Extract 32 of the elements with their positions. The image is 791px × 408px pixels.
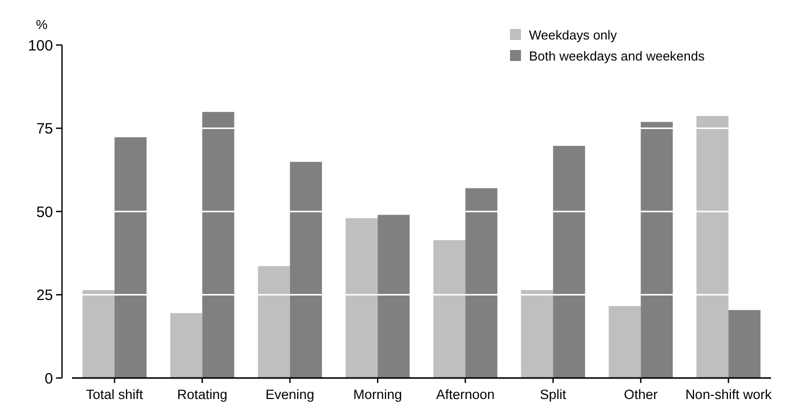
bar — [378, 214, 410, 378]
x-tick-label: Evening — [266, 387, 314, 402]
y-tick-label: 75 — [36, 120, 53, 138]
bar — [114, 137, 147, 378]
x-tick-label: Morning — [353, 387, 402, 402]
bar — [290, 162, 322, 378]
bar — [170, 313, 202, 378]
y-tick-label: 50 — [36, 204, 53, 221]
bar — [258, 266, 290, 378]
bar — [608, 306, 641, 378]
bar — [696, 116, 728, 378]
y-tick-label: 100 — [28, 37, 53, 54]
bar — [202, 112, 234, 378]
bar — [465, 188, 498, 378]
bar — [553, 146, 586, 378]
bar — [521, 290, 554, 378]
y-axis-title: % — [36, 17, 48, 32]
y-tick-label: 0 — [44, 370, 53, 388]
bar — [640, 122, 673, 378]
x-tick-label: Non-shift work — [685, 387, 772, 402]
x-tick-label: Afternoon — [436, 387, 495, 402]
bar — [346, 218, 378, 378]
x-tick-label: Rotating — [177, 387, 228, 402]
x-tick-label: Other — [624, 387, 658, 402]
bar — [82, 290, 115, 378]
legend-label: Weekdays only — [529, 28, 618, 43]
y-tick-label: 25 — [36, 287, 53, 304]
legend-label: Both weekdays and weekends — [529, 48, 706, 64]
bar — [728, 310, 760, 378]
x-tick-label: Split — [540, 387, 566, 402]
x-tick-label: Total shift — [86, 387, 144, 402]
bar — [433, 240, 466, 378]
